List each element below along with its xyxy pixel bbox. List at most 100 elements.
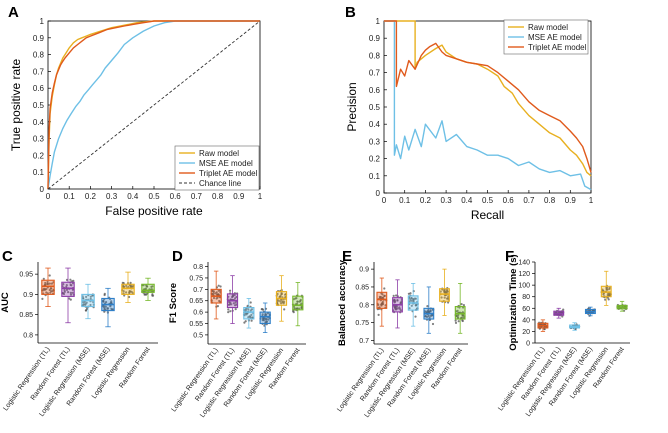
sample-dot <box>429 310 432 313</box>
x-tick-label: 0.1 <box>64 192 76 201</box>
y-tick-label: 0.85 <box>19 312 33 319</box>
y-tick-label: 0.3 <box>369 137 381 146</box>
sample-dot <box>49 291 52 294</box>
y-axis-label-a: True positive rate <box>9 59 23 152</box>
box-e-1 <box>376 291 388 309</box>
sample-dot <box>82 297 85 300</box>
sample-dot <box>216 305 219 308</box>
sample-dot <box>127 285 130 288</box>
sample-dot <box>447 301 450 304</box>
panel-letter-e: E <box>342 248 352 265</box>
sample-dot <box>424 315 427 318</box>
sample-dot <box>280 302 283 305</box>
sample-dot <box>262 317 265 320</box>
sample-dot <box>605 286 609 289</box>
sample-dot <box>243 321 246 324</box>
sample-dot <box>228 301 231 304</box>
sample-dot <box>129 281 132 284</box>
panel-letter-d: D <box>172 248 183 265</box>
sample-dot <box>122 282 125 285</box>
sample-dot <box>230 303 233 306</box>
sample-dot <box>62 292 66 296</box>
sample-dot <box>48 274 51 277</box>
sample-dot <box>46 280 49 284</box>
sample-dot <box>89 303 92 307</box>
legend-label: Triplet AE model <box>199 169 258 178</box>
sample-dot <box>460 316 463 319</box>
sample-dot <box>42 289 45 292</box>
y-tick-label: 0.6 <box>33 84 45 93</box>
sample-dot <box>454 321 458 324</box>
y-axis-label-b: Precision <box>345 82 359 131</box>
sample-dot <box>250 319 253 322</box>
series-line-triplet-ae-model <box>384 20 592 173</box>
sample-dot <box>561 315 564 318</box>
sample-dot <box>89 297 92 300</box>
sample-dot <box>408 300 411 303</box>
series-line-raw-model <box>384 20 592 177</box>
x-category-label: Logistic Regression <box>91 346 132 400</box>
sample-dot <box>267 318 270 321</box>
y-axis-label-c: AUC <box>0 292 11 313</box>
y-tick-label: 1 <box>376 17 381 26</box>
legend-label: MSE AE model <box>528 33 582 42</box>
sample-dot <box>443 296 446 299</box>
sample-dot <box>65 288 69 291</box>
y-tick-label: 0.8 <box>359 302 369 309</box>
sample-dot <box>292 310 295 313</box>
y-tick-label: 0.7 <box>193 287 203 294</box>
sample-dot <box>380 304 383 307</box>
sample-dot <box>69 298 72 301</box>
panel-letter-f: F <box>505 248 514 265</box>
sample-dot <box>244 320 247 323</box>
sample-dot <box>129 290 132 293</box>
sample-dot <box>211 290 214 293</box>
sample-dot <box>212 292 215 295</box>
sample-dot <box>71 291 74 294</box>
x-tick-label: 0.8 <box>544 196 556 205</box>
sample-dot <box>249 316 252 319</box>
sample-dot <box>279 294 282 298</box>
sample-dot <box>409 298 412 301</box>
sample-dot <box>298 300 301 303</box>
y-axis-label-d: F1 Score <box>168 283 179 323</box>
box-d-4 <box>259 311 271 325</box>
sample-dot <box>440 296 443 299</box>
y-tick-label: 0.2 <box>33 151 45 160</box>
y-tick-label: 0.7 <box>369 69 381 78</box>
sample-dot <box>264 318 268 321</box>
sample-dot <box>279 300 282 303</box>
x-tick-label: 0.3 <box>106 192 118 201</box>
sample-dot <box>606 293 609 296</box>
sample-dot <box>109 301 112 305</box>
sample-dot <box>151 294 154 297</box>
y-tick-label: 1 <box>40 17 45 26</box>
sample-dot <box>457 320 460 323</box>
sample-dot <box>246 304 249 307</box>
sample-dot <box>46 292 50 295</box>
series-line-chance-line <box>47 20 261 190</box>
series-line-mse-ae-model <box>384 20 592 191</box>
sample-dot <box>393 299 396 302</box>
series-line-triplet-ae-model <box>47 20 260 190</box>
sample-dot <box>68 297 71 300</box>
sample-dot <box>414 304 417 307</box>
sample-dot <box>562 308 565 311</box>
sample-dot <box>227 303 230 306</box>
sample-dot <box>41 297 44 300</box>
sample-dot <box>428 316 431 319</box>
sample-dot <box>377 303 380 306</box>
sample-dot <box>103 306 106 309</box>
x-tick-label: 0.9 <box>565 196 577 205</box>
sample-dot <box>69 283 72 286</box>
sample-dot <box>587 307 590 310</box>
legend-label: Raw model <box>528 23 568 32</box>
y-tick-label: 0.8 <box>369 51 381 60</box>
sample-dot <box>63 289 66 292</box>
sample-dot <box>427 314 430 318</box>
sample-dot <box>410 304 413 307</box>
x-tick-label: 0 <box>46 192 51 201</box>
sample-dot <box>296 300 299 303</box>
y-tick-label: 140 <box>518 260 530 267</box>
box-e-6 <box>454 306 466 320</box>
